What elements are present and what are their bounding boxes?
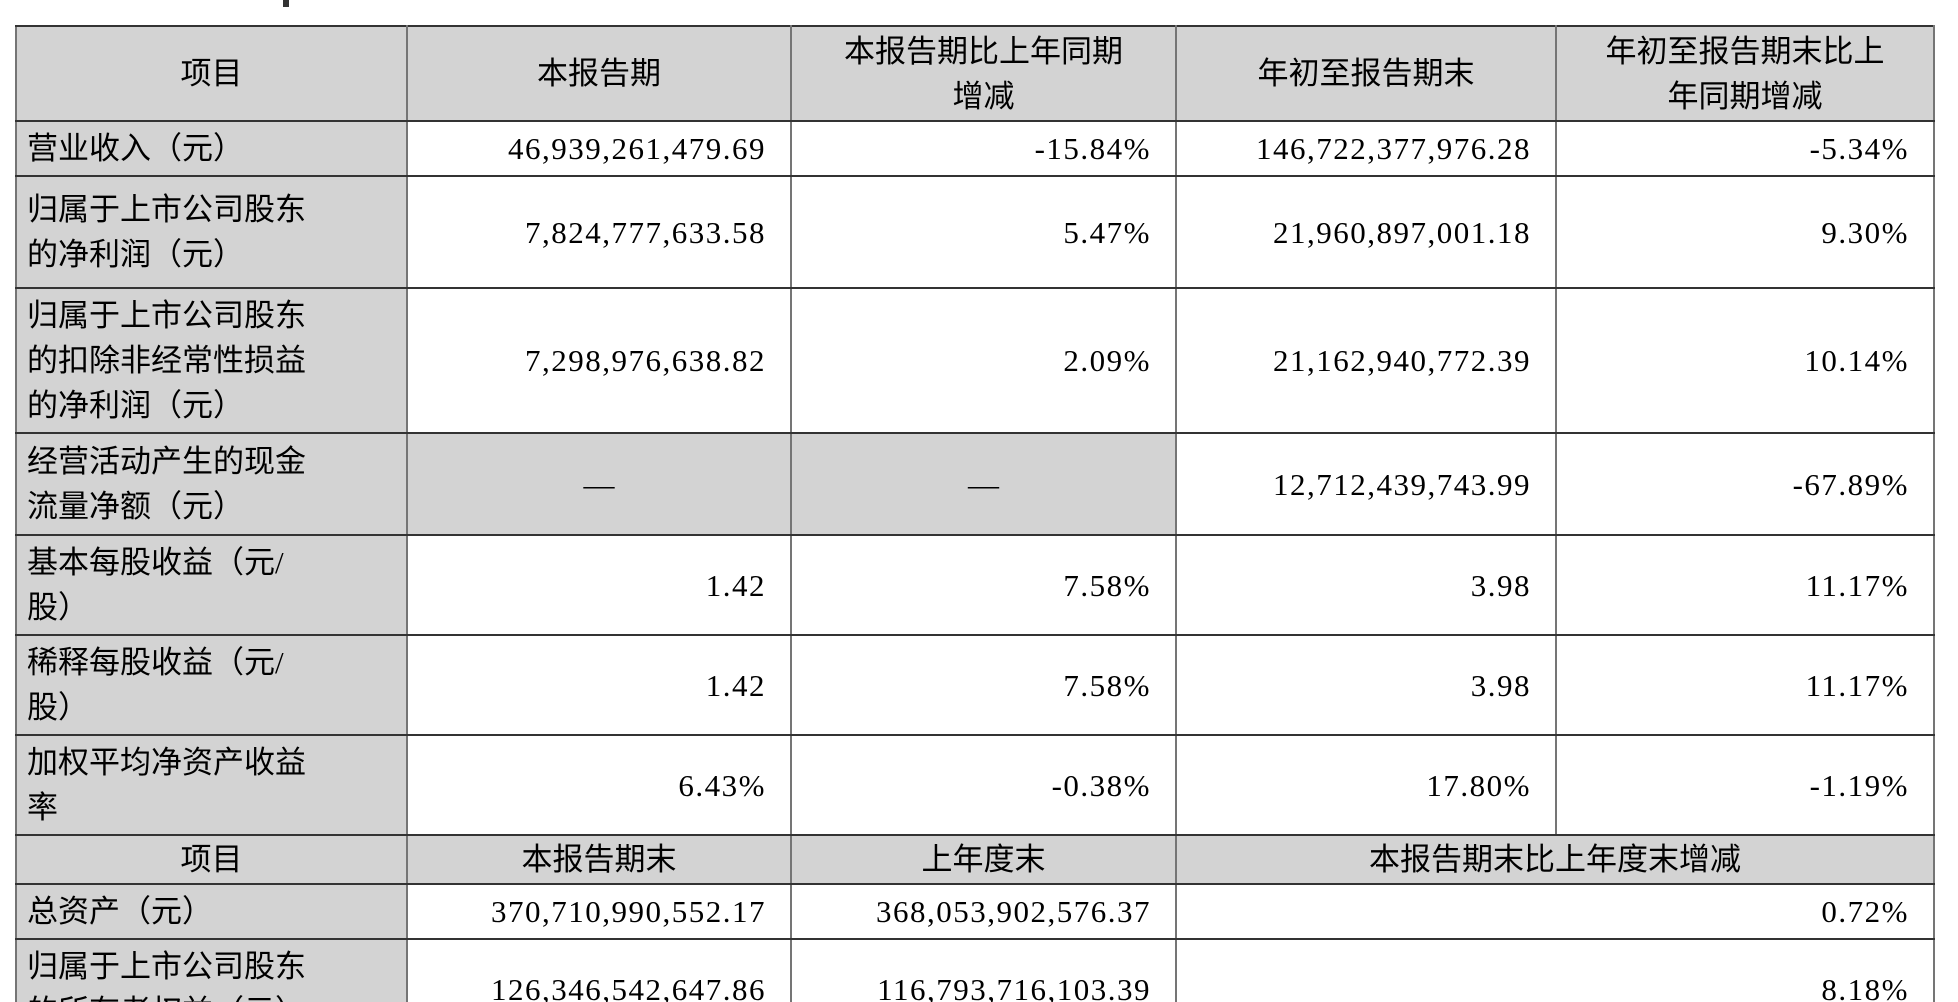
table-row: 总资产（元） 370,710,990,552.17 368,053,902,57…	[15, 883, 1935, 940]
cell-period-end: 370,710,990,552.17	[406, 883, 792, 940]
row-label: 基本每股收益（元/ 股）	[15, 534, 408, 636]
cell-current: —	[406, 432, 792, 536]
header-current-period: 本报告期	[406, 25, 792, 122]
header-item: 项目	[15, 25, 408, 122]
table-row: 加权平均净资产收益 率 6.43% -0.38% 17.80% -1.19%	[15, 734, 1935, 836]
row-label: 经营活动产生的现金 流量净额（元）	[15, 432, 408, 536]
cell-current: 1.42	[406, 534, 792, 636]
cell-current-change: -15.84%	[790, 120, 1177, 177]
cell-ytd-change: 11.17%	[1555, 534, 1935, 636]
cell-ytd-change: -1.19%	[1555, 734, 1935, 836]
cell-ytd: 146,722,377,976.28	[1175, 120, 1557, 177]
table-row: 经营活动产生的现金 流量净额（元） — — 12,712,439,743.99 …	[15, 432, 1935, 536]
row-label: 归属于上市公司股东 的净利润（元）	[15, 175, 408, 289]
header-ytd: 年初至报告期末	[1175, 25, 1557, 122]
header-ytd-change: 年初至报告期末比上 年同期增减	[1555, 25, 1935, 122]
table-row: 归属于上市公司股东 的扣除非经常性损益 的净利润（元） 7,298,976,63…	[15, 287, 1935, 434]
cell-current: 1.42	[406, 634, 792, 736]
cell-current-change: 2.09%	[790, 287, 1177, 434]
table-header-row: 项目 本报告期 本报告期比上年同期 增减 年初至报告期末 年初至报告期末比上 年…	[15, 25, 1935, 122]
cell-ytd: 3.98	[1175, 534, 1557, 636]
cell-ytd: 12,712,439,743.99	[1175, 432, 1557, 536]
row-label: 归属于上市公司股东 的所有者权益（元）	[15, 938, 408, 1002]
cell-change: 8.18%	[1175, 938, 1935, 1002]
table-row: 归属于上市公司股东 的净利润（元） 7,824,777,633.58 5.47%…	[15, 175, 1935, 289]
cell-prior-year-end: 368,053,902,576.37	[790, 883, 1177, 940]
header2-item: 项目	[15, 834, 408, 885]
row-label: 加权平均净资产收益 率	[15, 734, 408, 836]
cell-current: 7,824,777,633.58	[406, 175, 792, 289]
row-label: 营业收入（元）	[15, 120, 408, 177]
cell-period-end: 126,346,542,647.86	[406, 938, 792, 1002]
stray-mark	[283, 0, 289, 7]
table-header-row-2: 项目 本报告期末 上年度末 本报告期末比上年度末增减	[15, 834, 1935, 885]
cell-current-change: —	[790, 432, 1177, 536]
cell-prior-year-end: 116,793,716,103.39	[790, 938, 1177, 1002]
cell-ytd-change: 10.14%	[1555, 287, 1935, 434]
cell-current: 7,298,976,638.82	[406, 287, 792, 434]
table-row: 归属于上市公司股东 的所有者权益（元） 126,346,542,647.86 1…	[15, 938, 1935, 1002]
table-row: 基本每股收益（元/ 股） 1.42 7.58% 3.98 11.17%	[15, 534, 1935, 636]
cell-ytd-change: -5.34%	[1555, 120, 1935, 177]
cell-current-change: 7.58%	[790, 534, 1177, 636]
header2-prior-year-end: 上年度末	[790, 834, 1177, 885]
cell-ytd: 21,960,897,001.18	[1175, 175, 1557, 289]
cell-current: 46,939,261,479.69	[406, 120, 792, 177]
key-financials-table: 项目 本报告期 本报告期比上年同期 增减 年初至报告期末 年初至报告期末比上 年…	[15, 25, 1935, 1002]
cell-ytd-change: -67.89%	[1555, 432, 1935, 536]
cell-change: 0.72%	[1175, 883, 1935, 940]
cell-current-change: 5.47%	[790, 175, 1177, 289]
header-current-period-change: 本报告期比上年同期 增减	[790, 25, 1177, 122]
row-label: 总资产（元）	[15, 883, 408, 940]
cell-ytd: 17.80%	[1175, 734, 1557, 836]
cell-ytd-change: 11.17%	[1555, 634, 1935, 736]
header2-period-end: 本报告期末	[406, 834, 792, 885]
table-row: 营业收入（元） 46,939,261,479.69 -15.84% 146,72…	[15, 120, 1935, 177]
cell-ytd: 3.98	[1175, 634, 1557, 736]
cell-current: 6.43%	[406, 734, 792, 836]
row-label: 归属于上市公司股东 的扣除非经常性损益 的净利润（元）	[15, 287, 408, 434]
header2-change: 本报告期末比上年度末增减	[1175, 834, 1935, 885]
cell-current-change: 7.58%	[790, 634, 1177, 736]
cell-current-change: -0.38%	[790, 734, 1177, 836]
cell-ytd-change: 9.30%	[1555, 175, 1935, 289]
table-row: 稀释每股收益（元/ 股） 1.42 7.58% 3.98 11.17%	[15, 634, 1935, 736]
cell-ytd: 21,162,940,772.39	[1175, 287, 1557, 434]
row-label: 稀释每股收益（元/ 股）	[15, 634, 408, 736]
